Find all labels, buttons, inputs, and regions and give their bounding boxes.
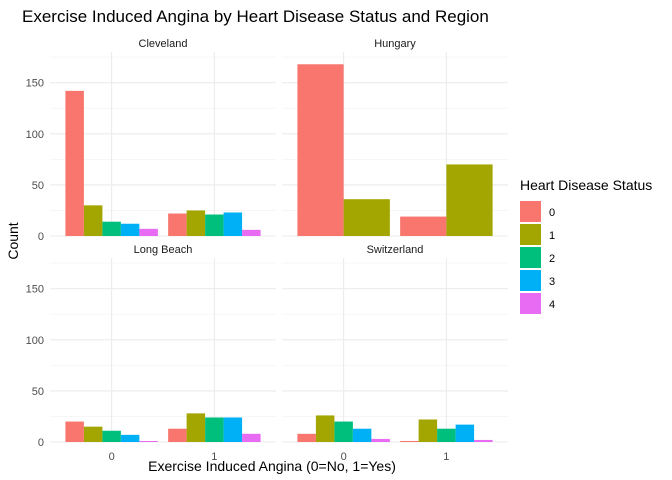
facet-strip-label: Switzerland xyxy=(367,244,424,256)
y-tick-label: 0 xyxy=(38,231,44,243)
bar-hungary-x1-status1 xyxy=(446,164,493,236)
bar-switzerland-x1-status4 xyxy=(474,439,493,442)
bar-switzerland-x0-status1 xyxy=(315,415,335,442)
bar-cleveland-x0-status0 xyxy=(65,90,84,236)
y-tick-label: 50 xyxy=(32,180,44,192)
bar-long-beach-x1-status3 xyxy=(223,417,243,442)
legend-label: 1 xyxy=(549,230,555,242)
y-tick-label: 50 xyxy=(32,386,44,398)
bar-switzerland-x1-status1 xyxy=(418,419,438,442)
chart-title: Exercise Induced Angina by Heart Disease… xyxy=(22,7,489,26)
bar-long-beach-x1-status0 xyxy=(168,428,187,442)
facet-strip-label: Cleveland xyxy=(139,38,188,50)
bar-long-beach-x1-status4 xyxy=(242,433,261,442)
legend-label: 3 xyxy=(549,276,555,288)
facet-strip-label: Long Beach xyxy=(134,244,193,256)
y-tick-label: 100 xyxy=(26,129,44,141)
bar-long-beach-x1-status1 xyxy=(186,413,206,442)
x-tick-label: 1 xyxy=(443,451,449,463)
bar-switzerland-x0-status3 xyxy=(352,428,372,442)
facet-long-beach: Long Beach 0 50 100 150 0 1 xyxy=(26,244,276,463)
bar-switzerland-x0-status4 xyxy=(371,438,390,442)
y-tick-label: 100 xyxy=(26,335,44,347)
legend-swatch xyxy=(520,270,541,291)
bar-long-beach-x0-status0 xyxy=(65,421,84,442)
bar-long-beach-x0-status4 xyxy=(139,440,158,442)
bar-switzerland-x1-status2 xyxy=(437,428,456,442)
bar-cleveland-x1-status2 xyxy=(205,214,224,236)
bar-switzerland-x0-status2 xyxy=(334,421,353,442)
bar-switzerland-x1-status3 xyxy=(455,424,475,442)
bar-switzerland-x1-status0 xyxy=(400,440,419,442)
facet-strip-label: Hungary xyxy=(374,38,416,50)
bar-switzerland-x0-status0 xyxy=(297,433,316,442)
bar-long-beach-x0-status2 xyxy=(102,430,121,442)
legend-swatch xyxy=(520,247,541,268)
y-tick-label: 150 xyxy=(26,78,44,90)
facet-cleveland: Cleveland 0 50 100 150 xyxy=(26,38,276,243)
legend-swatch xyxy=(520,201,541,222)
x-axis-title: Exercise Induced Angina (0=No, 1=Yes) xyxy=(148,458,396,474)
bar-cleveland-x0-status1 xyxy=(83,205,103,236)
facet-switzerland: Switzerland 0 1 xyxy=(282,244,508,463)
legend-swatch xyxy=(520,224,541,245)
legend-label: 2 xyxy=(549,253,555,265)
bar-cleveland-x0-status2 xyxy=(102,221,121,236)
x-tick-label: 0 xyxy=(341,451,347,463)
bar-long-beach-x0-status1 xyxy=(83,426,103,442)
bar-hungary-x0-status1 xyxy=(343,199,390,236)
legend-label: 4 xyxy=(549,299,555,311)
legend-swatch xyxy=(520,293,541,314)
legend: Heart Disease Status 0 1 2 3 4 xyxy=(520,177,652,314)
bar-cleveland-x1-status3 xyxy=(223,212,243,236)
bar-cleveland-x1-status4 xyxy=(242,229,261,236)
x-tick-label: 1 xyxy=(211,451,217,463)
bar-cleveland-x0-status4 xyxy=(139,228,158,236)
y-axis-title: Count xyxy=(5,222,21,259)
y-tick-label: 0 xyxy=(38,437,44,449)
legend-title: Heart Disease Status xyxy=(520,177,652,193)
bar-cleveland-x1-status1 xyxy=(186,210,206,236)
bar-hungary-x0-status0 xyxy=(297,64,344,237)
bar-cleveland-x0-status3 xyxy=(120,223,140,236)
bar-long-beach-x0-status3 xyxy=(120,434,140,442)
y-tick-label: 150 xyxy=(26,284,44,296)
bar-hungary-x1-status0 xyxy=(400,216,447,236)
x-tick-label: 0 xyxy=(109,451,115,463)
legend-label: 0 xyxy=(549,207,555,219)
facet-hungary: Hungary xyxy=(282,38,508,237)
bar-cleveland-x1-status0 xyxy=(168,213,187,236)
bar-long-beach-x1-status2 xyxy=(205,417,224,442)
